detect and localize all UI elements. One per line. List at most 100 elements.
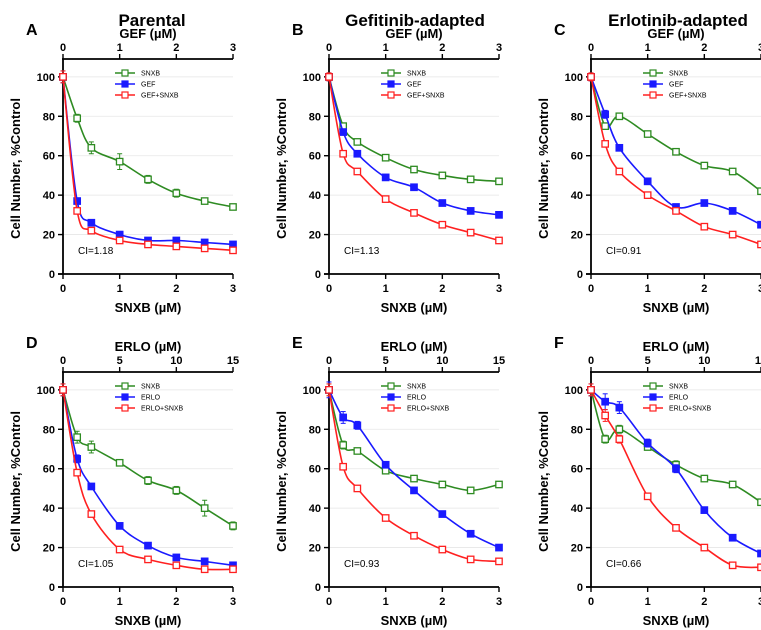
data-point [353,421,362,430]
data-point [115,545,124,554]
data-point [172,561,181,570]
fit-curve [62,76,234,252]
data-point [728,480,737,489]
column-title-erlotinib-adapted: Erlotinib-adapted [608,11,748,30]
legend-label: GEF [141,82,155,89]
data-point [353,138,362,146]
legend-marker [121,393,129,401]
data-point [438,171,447,180]
legend-label: GEF+SNXB [407,93,445,100]
data-point [172,189,181,198]
legend-entry-snxb: SNXB [643,382,688,391]
data-point [200,565,209,574]
data-point [495,543,503,552]
panel-letter: F [554,335,564,352]
data-point [172,486,181,495]
data-point [115,236,124,245]
y-tick-label: 60 [571,151,583,163]
y-tick-label: 100 [303,385,321,397]
data-point [73,197,82,205]
data-point [495,177,503,186]
data-point [438,510,447,518]
x-tick-label: 1 [645,283,651,295]
chart-panel-f: 0 20 40 60 80 100 0 1 2 3 0 5 10 15 SNXB (µM) ERLO (µM)… [536,335,761,628]
y-tick-label: 80 [43,424,55,436]
data-point [495,480,503,489]
x-axis-title: SNXB (µM) [381,613,448,628]
legend-entry-gef: GEF [381,80,421,89]
y-tick-label: 100 [37,72,55,84]
data-point [59,73,67,81]
series-snxb [587,72,761,196]
legend-label: ERLO [669,395,689,402]
data-point [643,130,652,138]
chart-panel-c: 0 20 40 60 80 100 0 1 2 3 0 1 2 3 SNXB (µM) GEF (µM) Cel… [536,22,761,315]
legend-marker [387,80,395,88]
top-x-tick-label: 5 [383,355,389,367]
data-point [381,195,390,203]
data-point [115,458,124,467]
legend-entry-snxb: SNXB [643,69,688,78]
legend-label: SNXB [407,71,426,78]
series-gef [325,72,503,219]
legend-label: ERLO [141,395,161,402]
legend-entry-snxb: SNXB [115,69,160,78]
data-point [200,504,209,512]
data-point [728,207,737,215]
y-tick-label: 20 [43,543,55,555]
legend-entry-snxb: SNXB [115,382,160,391]
data-point [73,114,82,123]
data-point [144,476,152,485]
legend-label: GEF+SNXB [669,93,707,100]
legend-label: ERLO+SNXB [141,406,184,413]
x-tick-label: 2 [439,596,445,608]
x-tick-label: 3 [758,283,761,295]
data-point [615,425,624,434]
top-x-axis-title: GEF (µM) [647,26,704,41]
legend-marker [121,404,129,412]
x-axis-title: SNXB (µM) [381,300,448,315]
legend-entry-gef-plus-snxb: GEF+SNXB [115,91,179,100]
legend-marker [387,382,395,390]
data-point [438,480,447,489]
data-point [615,403,624,412]
data-point [700,543,709,552]
chart-panel-d: 0 20 40 60 80 100 0 1 2 3 0 5 10 15 SNXB (µM) ERLO (µM)… [8,335,239,628]
data-point [73,433,82,442]
y-tick-label: 0 [49,269,55,281]
x-tick-label: 0 [588,596,594,608]
data-point [87,443,96,451]
top-x-tick-label: 3 [496,42,502,54]
y-tick-label: 60 [571,464,583,476]
legend-marker [387,69,395,77]
y-axis-title: Cell Number, %Control [8,98,23,239]
legend-entry-gef-plus-snxb: GEF+SNXB [643,91,707,100]
data-point [381,460,390,469]
top-x-tick-label: 15 [227,355,239,367]
data-point [601,397,610,406]
data-point [495,236,503,245]
top-x-tick-label: 3 [230,42,236,54]
data-point [700,161,709,170]
y-axis-title: Cell Number, %Control [536,411,551,552]
legend-label: SNXB [669,71,688,78]
y-tick-label: 100 [303,72,321,84]
legend-entry-erlo-plus-snxb: ERLO+SNXB [115,404,184,413]
data-point [728,533,737,542]
series-snxb [587,383,761,507]
data-point [325,386,333,394]
x-tick-label: 0 [60,283,66,295]
x-tick-label: 1 [383,283,389,295]
panel-letter: D [26,335,38,352]
series-snxb [325,383,503,495]
ci-annotation: CI=1.05 [78,559,114,570]
y-tick-label: 100 [565,385,583,397]
top-x-tick-label: 2 [439,42,445,54]
series-gef-plus-snxb [325,72,503,245]
series-gef-plus-snxb [587,72,761,249]
data-point [466,486,475,495]
legend-label: SNXB [141,71,160,78]
y-tick-label: 80 [571,424,583,436]
data-point [73,207,82,215]
data-point [339,413,348,422]
